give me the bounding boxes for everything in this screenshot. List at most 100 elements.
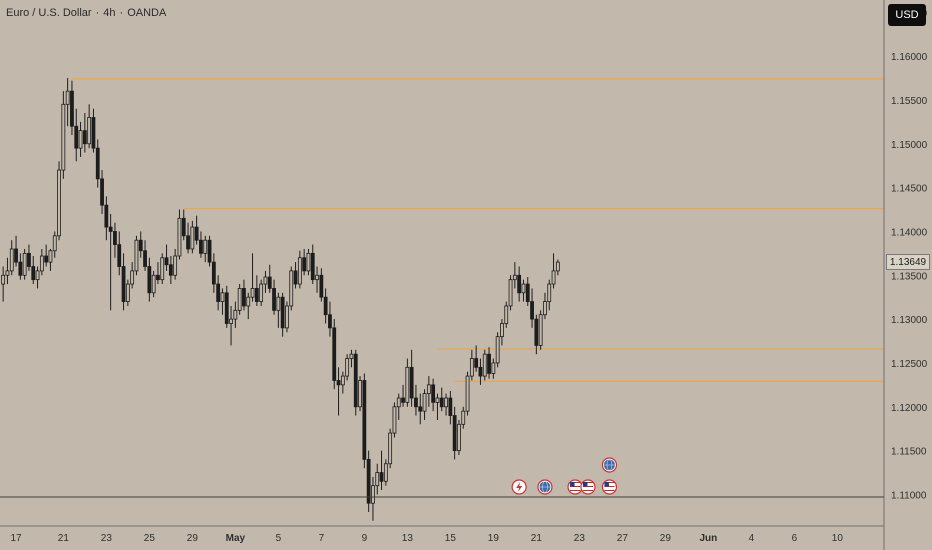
candle-body bbox=[315, 274, 319, 281]
price-tick-label: 1.13000 bbox=[891, 315, 928, 326]
candle bbox=[500, 319, 504, 346]
time-tick-label: 21 bbox=[58, 533, 70, 544]
candle bbox=[65, 78, 70, 127]
candle-body bbox=[168, 264, 173, 276]
us-flag-icon[interactable] bbox=[567, 479, 583, 495]
price-tick-label: 1.12500 bbox=[891, 359, 928, 370]
candle-body bbox=[147, 266, 152, 294]
time-tick-label: 7 bbox=[319, 533, 325, 544]
candle bbox=[336, 367, 341, 416]
candle-body bbox=[332, 327, 337, 381]
candle bbox=[534, 314, 539, 355]
candle-body bbox=[78, 130, 83, 149]
candle-body bbox=[555, 261, 560, 272]
candle bbox=[426, 376, 431, 407]
candle bbox=[512, 262, 517, 289]
candle-body bbox=[461, 410, 466, 425]
candle bbox=[186, 222, 190, 254]
candle bbox=[482, 349, 487, 381]
candle-body bbox=[35, 270, 40, 281]
lightning-icon[interactable] bbox=[511, 479, 527, 495]
candle bbox=[353, 349, 358, 416]
candle bbox=[340, 371, 345, 394]
candle-body bbox=[328, 314, 332, 329]
candle bbox=[156, 262, 160, 285]
candle-body bbox=[31, 266, 36, 281]
candle-body bbox=[22, 252, 27, 276]
candle-body bbox=[448, 397, 453, 416]
candle bbox=[491, 358, 496, 379]
candle bbox=[125, 279, 130, 306]
symbol-title[interactable]: Euro / U.S. Dollar · 4h · OANDA bbox=[6, 7, 166, 19]
time-axis[interactable]: 17 21 23 25 29 May 5 7 9 13 15 19 21 23 27 29 Jun 4 6 10 bbox=[10, 533, 843, 544]
candle-body bbox=[353, 353, 358, 408]
us-flag-icon[interactable] bbox=[601, 479, 618, 495]
candle-body bbox=[340, 375, 345, 386]
candle-body bbox=[457, 423, 461, 452]
candle bbox=[138, 231, 143, 258]
candle bbox=[57, 161, 61, 241]
candle bbox=[160, 253, 165, 285]
candle bbox=[306, 248, 311, 276]
candle-body bbox=[388, 432, 393, 465]
candle-body bbox=[289, 270, 294, 307]
candle bbox=[267, 264, 272, 293]
candle-body bbox=[435, 397, 440, 403]
candle-body bbox=[362, 380, 367, 460]
currency-button[interactable]: USD bbox=[888, 4, 926, 26]
candle-body bbox=[487, 353, 491, 374]
candle-body bbox=[44, 255, 49, 263]
candle-body bbox=[405, 366, 410, 403]
candle-body bbox=[1, 274, 6, 285]
candle-body bbox=[27, 252, 31, 267]
horizontal-levels bbox=[71, 78, 884, 382]
price-tick-label: 1.12000 bbox=[891, 403, 928, 414]
candle bbox=[409, 349, 414, 407]
candle-body bbox=[439, 397, 444, 408]
candle-body bbox=[108, 226, 113, 232]
candle-body bbox=[293, 270, 298, 285]
candle bbox=[190, 220, 195, 254]
candle-body bbox=[57, 169, 61, 237]
candle bbox=[435, 393, 440, 420]
candle-body bbox=[371, 485, 375, 504]
candle-body bbox=[517, 274, 522, 294]
candle bbox=[48, 248, 53, 271]
candle-body bbox=[444, 397, 448, 408]
candle-body bbox=[383, 463, 388, 482]
candle-body bbox=[392, 406, 397, 434]
candle-body bbox=[285, 305, 289, 329]
candle bbox=[211, 253, 216, 293]
candle bbox=[173, 248, 178, 280]
price-tick-label: 1.11000 bbox=[891, 490, 927, 501]
candle-body bbox=[216, 283, 221, 302]
timeframe-label: 4h bbox=[103, 7, 116, 19]
time-tick-label: 9 bbox=[362, 533, 368, 544]
candle bbox=[379, 450, 384, 491]
globe-icon[interactable] bbox=[537, 479, 553, 495]
candle bbox=[168, 255, 173, 285]
time-tick-label: 27 bbox=[617, 533, 629, 544]
candle-body bbox=[521, 283, 526, 294]
title-separator: · bbox=[119, 7, 124, 19]
candle-body bbox=[306, 252, 311, 272]
candle bbox=[263, 270, 268, 293]
candle bbox=[349, 349, 354, 368]
candle-body bbox=[375, 472, 380, 487]
candle-body bbox=[130, 270, 135, 285]
us-flag-icon[interactable] bbox=[580, 479, 596, 495]
candle-body bbox=[186, 235, 190, 250]
candle bbox=[551, 253, 556, 289]
globe-icon[interactable] bbox=[601, 457, 618, 473]
time-tick-label: 23 bbox=[574, 533, 586, 544]
candle bbox=[224, 285, 229, 328]
candle bbox=[242, 279, 246, 311]
candle-body bbox=[525, 283, 530, 302]
candle-body bbox=[263, 276, 268, 285]
candle bbox=[457, 419, 461, 455]
candle-body bbox=[543, 301, 547, 316]
candle-body bbox=[203, 239, 208, 254]
time-tick-label: 4 bbox=[749, 533, 755, 544]
candle bbox=[151, 270, 156, 298]
